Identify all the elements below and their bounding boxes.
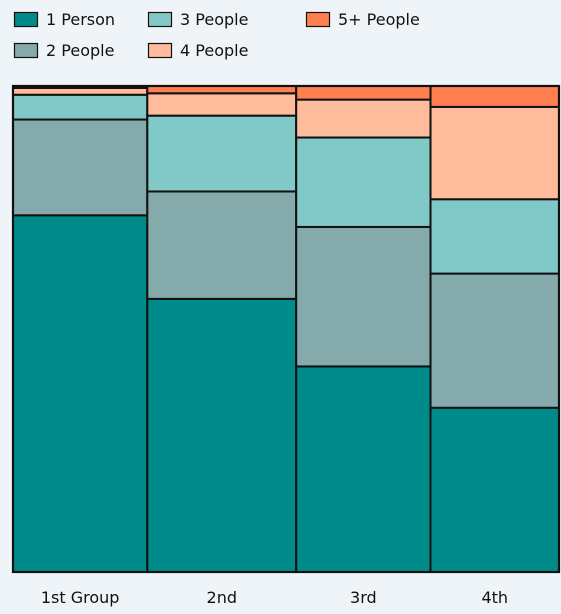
column-3rd (295, 85, 432, 573)
legend-label: 5+ People (338, 10, 420, 29)
legend-label: 3 People (180, 10, 248, 29)
legend-swatch (305, 11, 331, 28)
bar-segment-1st-group-4-people (12, 86, 149, 96)
x-tick-label: 2nd (207, 588, 237, 607)
legend-item-2-people: 2 People (13, 41, 114, 60)
bar-segment-1st-group-2-people (12, 118, 149, 217)
column-1st-group (12, 85, 149, 573)
legend-item-5plus-people: 5+ People (305, 10, 420, 29)
legend: 1 Person 3 People 5+ People 2 People 4 Peopl… (13, 10, 420, 60)
column-4th (429, 85, 561, 573)
legend-swatch (13, 42, 39, 59)
bar-segment-4th-3-people (429, 198, 561, 275)
legend-swatch (13, 11, 39, 28)
plot-frame (11, 84, 561, 574)
bar-segment-2nd-1-person (146, 297, 298, 573)
x-tick-label: 4th (481, 588, 508, 607)
legend-label: 4 People (180, 41, 248, 60)
legend-item-3-people: 3 People (147, 10, 248, 29)
bar-segment-3rd-4-people (295, 98, 432, 139)
bar-segment-2nd-2-people (146, 190, 298, 300)
bar-segment-3rd-1-person (295, 365, 432, 573)
bar-segment-4th-5plus-people (429, 85, 561, 108)
legend-item-4-people: 4 People (147, 41, 248, 60)
bar-segment-2nd-4-people (146, 92, 298, 117)
bar-segment-3rd-3-people (295, 136, 432, 228)
bar-segment-3rd-5plus-people (295, 85, 432, 101)
bar-segment-2nd-3-people (146, 114, 298, 193)
bar-segment-1st-group-3-people (12, 93, 149, 121)
bar-segment-4th-4-people (429, 105, 561, 201)
plot-area (11, 84, 561, 574)
legend-swatch (147, 11, 173, 28)
x-tick-label: 3rd (350, 588, 377, 607)
legend-label: 1 Person (46, 10, 115, 29)
bar-segment-4th-1-person (429, 406, 561, 573)
bar-segment-1st-group-1-person (12, 214, 149, 573)
x-axis: 1st Group 2nd 3rd 4th (41, 588, 508, 607)
legend-swatch (147, 42, 173, 59)
legend-item-1-person: 1 Person (13, 10, 115, 29)
column-2nd (146, 85, 298, 573)
x-tick-label: 1st Group (41, 588, 120, 607)
bar-segment-4th-2-people (429, 272, 561, 409)
legend-label: 2 People (46, 41, 114, 60)
bar-segment-3rd-2-people (295, 225, 432, 368)
